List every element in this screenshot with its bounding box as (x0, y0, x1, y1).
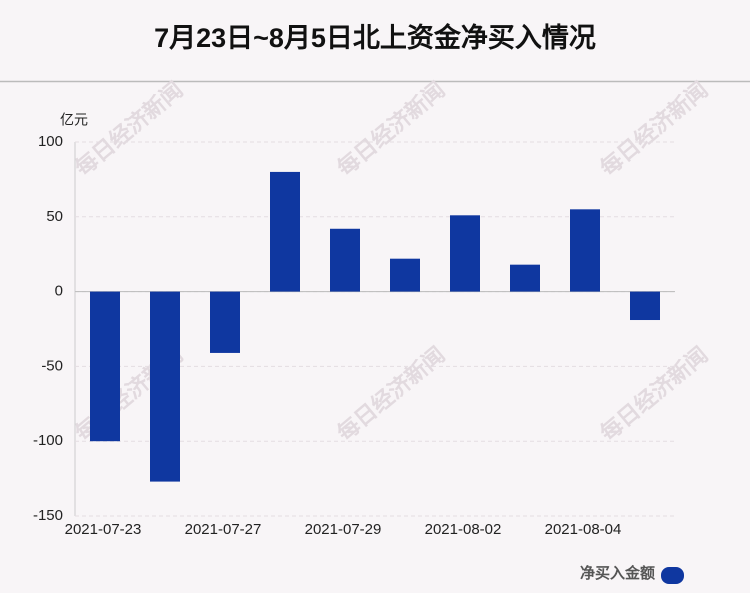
x-tick-label: 2021-08-04 (545, 521, 622, 538)
bar (90, 291, 120, 442)
legend-label: 净买入金额 (580, 564, 655, 582)
y-tick-label: -100 (33, 432, 63, 449)
y-tick-label: 100 (38, 133, 63, 150)
y-tick-label: 50 (46, 208, 63, 225)
x-tick-label: 2021-08-02 (425, 521, 502, 538)
x-tick-label: 2021-07-27 (185, 521, 262, 538)
x-tick-label: 2021-07-29 (305, 521, 382, 538)
bar (270, 171, 300, 292)
x-tick-label: 2021-07-23 (65, 521, 142, 538)
bar (570, 209, 600, 292)
y-tick-label: 0 (55, 283, 63, 300)
bar (150, 291, 180, 482)
y-tick-label: -50 (41, 357, 63, 374)
bar (510, 264, 540, 292)
chart-title: 7月23日~8月5日北上资金净买入情况 (154, 22, 596, 53)
bar (210, 291, 240, 353)
y-unit: 亿元 (60, 112, 88, 128)
bar (330, 228, 360, 292)
bar (450, 215, 480, 292)
y-tick-label: -150 (33, 507, 63, 524)
bar (390, 258, 420, 292)
legend-swatch (661, 567, 684, 584)
bar (630, 291, 660, 321)
